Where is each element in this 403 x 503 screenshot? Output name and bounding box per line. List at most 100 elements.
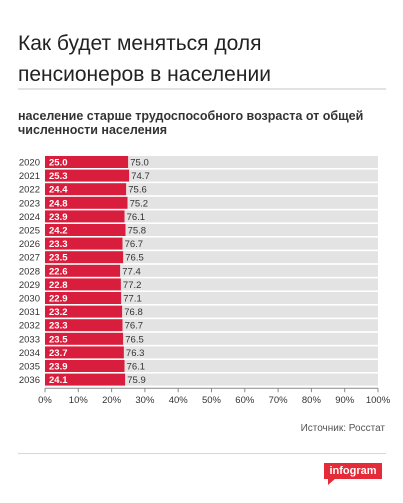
title-divider — [18, 88, 386, 90]
data-label-rest: 77.4 — [122, 266, 140, 277]
category-label: 2021 — [19, 171, 40, 182]
category-label: 2031 — [19, 307, 40, 318]
bar-rest — [122, 237, 379, 250]
data-label-rest: 75.6 — [128, 185, 147, 196]
logo-text: infogram — [329, 465, 377, 477]
x-tick-label: 90% — [335, 395, 355, 406]
bar-rest — [121, 292, 379, 304]
data-label-rest: 77.1 — [123, 294, 141, 305]
category-label: 2025 — [19, 226, 40, 237]
data-label-share: 23.5 — [49, 334, 68, 345]
category-label: 2022 — [19, 185, 40, 196]
bar-rest — [125, 224, 378, 236]
bar-rest — [123, 251, 378, 264]
x-tick-label: 20% — [102, 395, 122, 406]
category-label: 2036 — [19, 375, 40, 386]
data-label-share: 23.5 — [49, 253, 68, 264]
x-tick-label: 80% — [302, 395, 322, 406]
bar-share — [45, 346, 124, 359]
data-label-rest: 76.7 — [125, 321, 143, 332]
data-label-rest: 76.5 — [125, 334, 144, 345]
logo-tail — [328, 478, 336, 485]
bar-share — [45, 264, 121, 277]
x-tick-label: 50% — [202, 395, 222, 406]
data-label-share: 22.8 — [49, 280, 68, 291]
logo-background — [324, 463, 382, 479]
data-label-share: 25.3 — [49, 171, 68, 182]
bar-share — [45, 210, 125, 223]
data-label-share: 24.2 — [49, 226, 68, 237]
data-label-share: 24.1 — [49, 375, 68, 386]
x-tick-label: 30% — [135, 395, 155, 406]
data-label-rest: 75.2 — [130, 198, 149, 209]
bar-share — [45, 292, 122, 304]
bar-share — [45, 224, 126, 236]
bar-share — [45, 196, 128, 209]
data-label-share: 24.4 — [49, 185, 68, 196]
bar-rest — [128, 156, 378, 168]
data-label-rest: 76.5 — [125, 253, 144, 264]
data-label-rest: 75.9 — [127, 375, 145, 386]
category-label: 2029 — [19, 280, 40, 291]
bar-share — [45, 278, 121, 291]
x-tick-label: 100% — [366, 395, 391, 406]
x-tick-label: 60% — [235, 395, 255, 406]
infogram-logo[interactable]: infogram — [324, 463, 382, 485]
x-tick-label: 70% — [269, 395, 289, 406]
category-label: 2033 — [19, 334, 40, 345]
chart-title: Как будет меняться доля пенсионеров в на… — [18, 32, 271, 86]
bar-rest — [122, 319, 379, 332]
bar-share — [45, 332, 124, 345]
footer-divider — [18, 453, 386, 454]
bar-rest — [125, 373, 379, 386]
data-label-share: 23.3 — [49, 239, 68, 250]
source-note: Источник: Росстат — [300, 423, 385, 434]
bar-rest — [123, 346, 379, 359]
bar-rest — [123, 332, 378, 345]
bar-rest — [129, 169, 378, 182]
bar-share — [45, 305, 123, 318]
category-label: 2027 — [19, 253, 40, 264]
bar-share — [45, 319, 123, 332]
bar-share — [45, 373, 126, 386]
data-label-rest: 74.7 — [131, 171, 150, 182]
x-tick-label: 40% — [169, 395, 189, 406]
bar-rest — [126, 183, 378, 196]
bar-rest — [127, 196, 378, 209]
data-label-rest: 77.2 — [123, 280, 142, 291]
data-label-share: 22.6 — [49, 266, 68, 277]
bar-rest — [124, 210, 378, 223]
data-label-share: 23.9 — [49, 362, 68, 373]
category-label: 2023 — [19, 198, 40, 209]
data-label-rest: 75.0 — [130, 158, 149, 169]
category-label: 2028 — [19, 266, 40, 277]
category-label: 2026 — [19, 239, 40, 250]
bar-share — [45, 183, 127, 196]
bar-share — [45, 156, 129, 168]
bar-rest — [120, 278, 378, 291]
bar-rest — [120, 264, 379, 277]
bar-share — [45, 251, 124, 264]
bar-share — [45, 169, 130, 182]
data-label-rest: 76.8 — [124, 307, 143, 318]
data-label-rest: 76.1 — [127, 362, 146, 373]
category-label: 2024 — [19, 212, 40, 223]
bar-share — [45, 237, 123, 250]
data-label-rest: 76.3 — [126, 348, 144, 359]
data-label-rest: 75.8 — [128, 226, 147, 237]
x-tick-label: 0% — [38, 395, 52, 406]
data-label-rest: 76.7 — [125, 239, 143, 250]
data-label-share: 23.3 — [49, 321, 68, 332]
data-label-share: 23.9 — [49, 212, 68, 223]
category-label: 2035 — [19, 362, 40, 373]
data-label-share: 23.2 — [49, 307, 68, 318]
category-label: 2020 — [19, 158, 40, 169]
category-label: 2030 — [19, 294, 40, 305]
data-label-rest: 76.1 — [127, 212, 146, 223]
data-label-share: 23.7 — [49, 348, 68, 359]
bar-share — [45, 360, 125, 372]
bar-rest — [124, 360, 378, 372]
x-tick-label: 10% — [69, 395, 89, 406]
bar-rest — [122, 305, 378, 318]
